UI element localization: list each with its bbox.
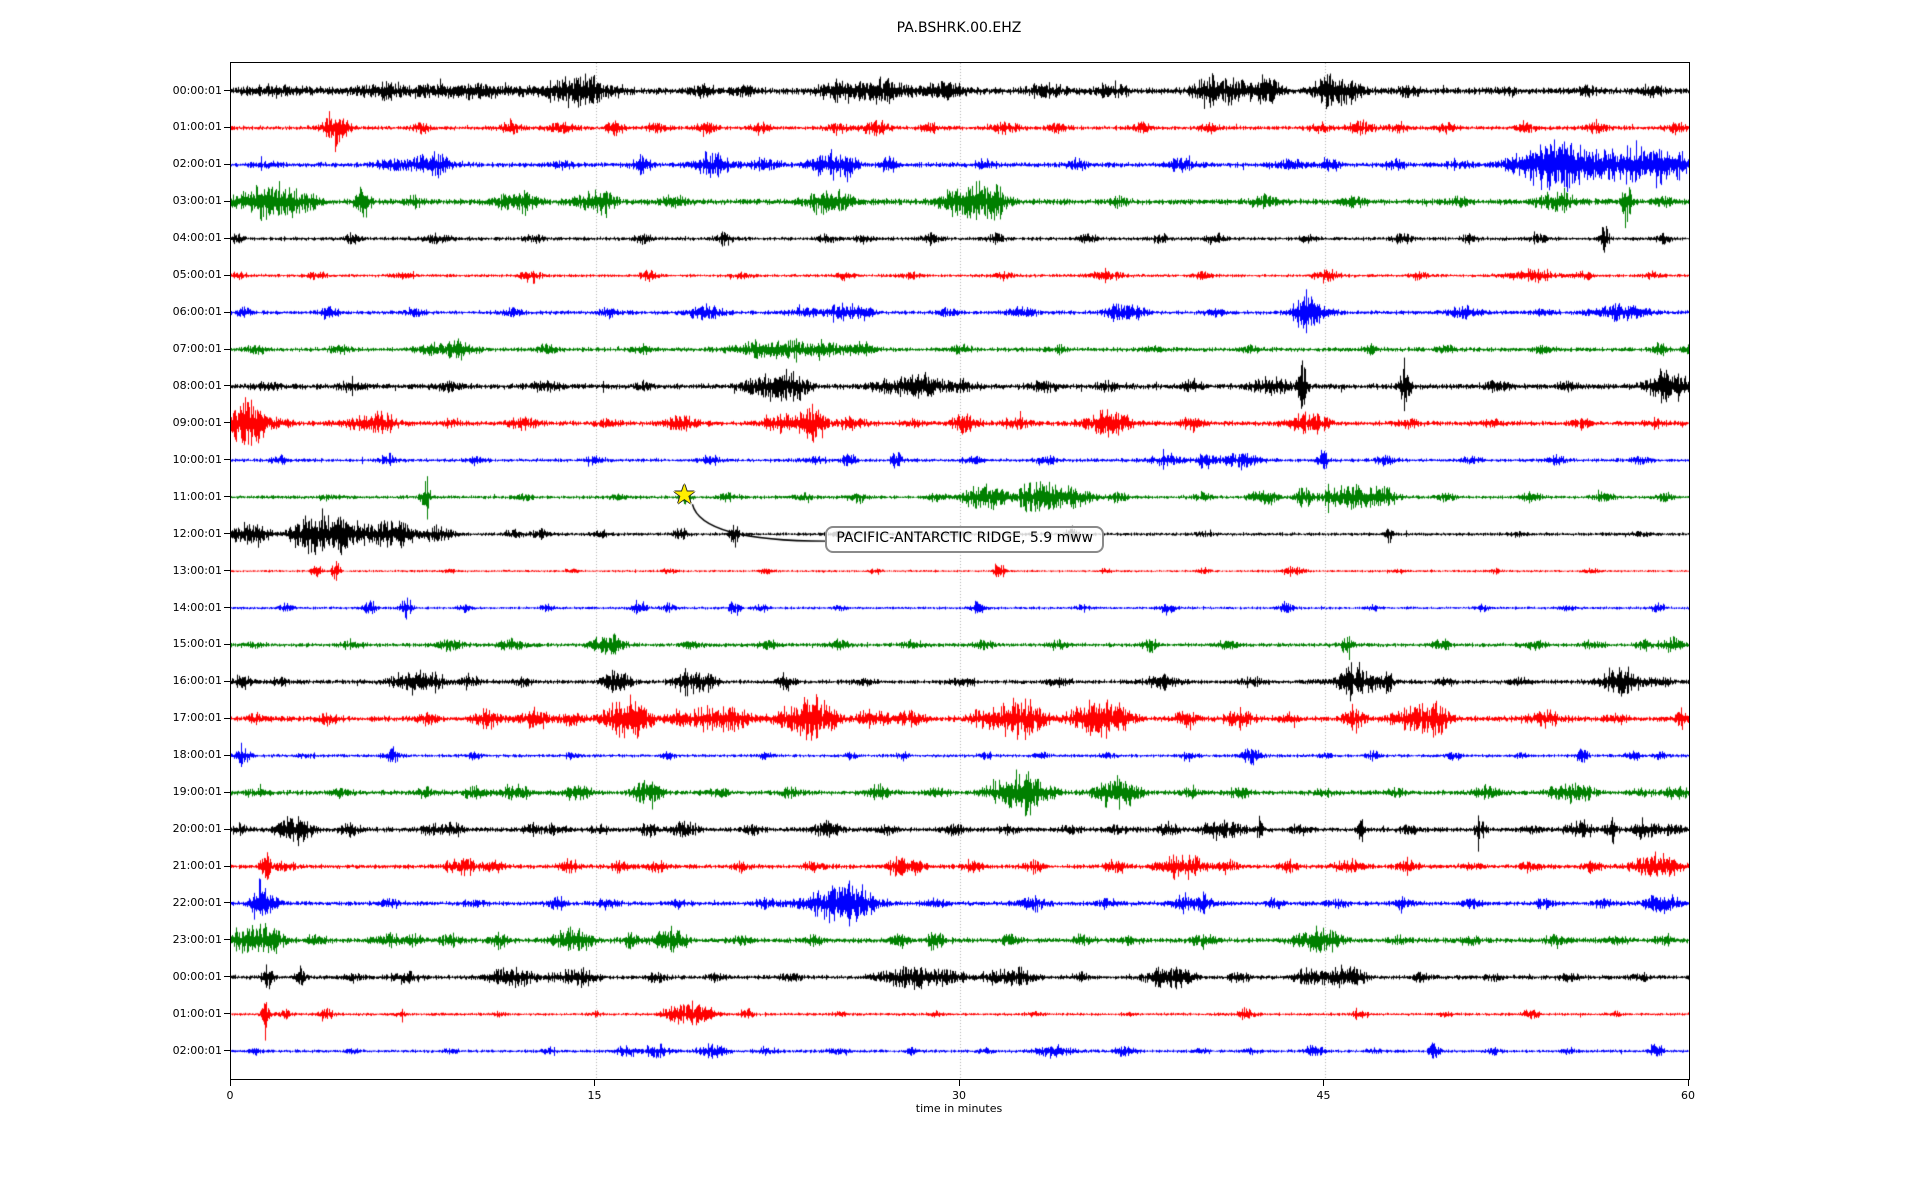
y-axis-label: 22:00:01 [172, 895, 222, 909]
chart-title: PA.BSHRK.00.EHZ [896, 20, 1022, 36]
y-axis-label: 11:00:01 [172, 489, 222, 503]
x-axis-label: 15 [587, 1089, 602, 1102]
y-axis-tick [224, 976, 230, 978]
y-axis-tick [224, 865, 230, 867]
y-axis-label: 15:00:01 [172, 637, 222, 651]
y-axis-label: 06:00:01 [172, 305, 222, 319]
y-axis-tick [224, 459, 230, 461]
y-axis-label: 05:00:01 [172, 268, 222, 282]
y-axis-label: 01:00:01 [172, 1006, 222, 1020]
y-axis-label: 07:00:01 [172, 342, 222, 355]
x-axis-label: 45 [1316, 1089, 1331, 1102]
y-axis-label: 13:00:01 [172, 563, 222, 577]
y-axis-tick [224, 311, 230, 313]
x-axis-tick [1323, 1080, 1324, 1086]
y-axis-tick [224, 274, 230, 276]
y-axis-label: 17:00:01 [172, 711, 222, 725]
event-star-icon: ★ [672, 479, 697, 511]
y-axis-tick [224, 533, 230, 535]
y-axis-label: 19:00:01 [172, 785, 222, 799]
y-axis-tick [224, 422, 230, 424]
y-axis-label: 02:00:01 [172, 157, 222, 171]
y-axis-tick [224, 902, 230, 904]
y-axis-tick [224, 828, 230, 830]
x-axis-label: 30 [952, 1089, 966, 1102]
event-annotation-text: PACIFIC-ANTARCTIC RIDGE, 5.9 mww [836, 530, 1094, 547]
y-axis-tick [224, 939, 230, 941]
x-axis-label: 0 [226, 1089, 234, 1102]
x-axis-tick [229, 1080, 231, 1086]
y-axis-label: 12:00:01 [172, 526, 222, 540]
y-axis-tick [224, 496, 230, 498]
y-axis-tick [224, 90, 230, 91]
y-axis-label: 23:00:01 [172, 932, 222, 946]
y-axis-label: 00:00:01 [172, 83, 222, 97]
y-axis-tick [224, 791, 230, 793]
y-axis-tick [224, 1050, 230, 1052]
y-axis-tick [224, 754, 230, 756]
y-axis-label: 20:00:01 [172, 822, 222, 836]
x-axis-tick [1687, 1080, 1689, 1086]
x-axis-tick [958, 1080, 960, 1086]
y-axis-label: 21:00:01 [172, 859, 222, 873]
y-axis-tick [224, 717, 230, 719]
y-axis-label: 09:00:01 [172, 415, 222, 429]
x-axis-title: time in minutes [915, 1102, 1003, 1115]
y-axis-tick [224, 607, 230, 609]
y-axis-tick [224, 126, 230, 128]
y-axis-tick [224, 643, 230, 645]
y-axis-tick [224, 1013, 230, 1015]
y-axis-tick [224, 680, 230, 682]
y-axis-tick [224, 237, 230, 239]
y-axis-label: 16:00:01 [172, 674, 222, 688]
y-axis-label: 03:00:01 [172, 194, 222, 208]
seismogram-canvas [231, 63, 1689, 1079]
x-axis-label: 60 [1681, 1089, 1695, 1102]
y-axis-label: 08:00:01 [172, 378, 222, 392]
y-axis-tick [224, 570, 230, 572]
y-axis-label: 14:00:01 [172, 600, 222, 614]
y-axis-label: 00:00:01 [172, 969, 222, 983]
y-axis-tick [224, 385, 230, 387]
x-axis-tick [594, 1080, 595, 1086]
y-axis-tick [224, 200, 230, 202]
y-axis-tick [224, 348, 230, 350]
y-axis-label: 18:00:01 [172, 748, 222, 762]
y-axis-label: 02:00:01 [172, 1043, 222, 1057]
y-axis-label: 04:00:01 [172, 231, 222, 245]
plot-area [230, 62, 1690, 1080]
y-axis-tick [224, 163, 230, 165]
y-axis-label: 01:00:01 [172, 120, 222, 134]
y-axis-label: 10:00:01 [172, 452, 222, 466]
event-annotation-box: PACIFIC-ANTARCTIC RIDGE, 5.9 mww [825, 526, 1105, 553]
